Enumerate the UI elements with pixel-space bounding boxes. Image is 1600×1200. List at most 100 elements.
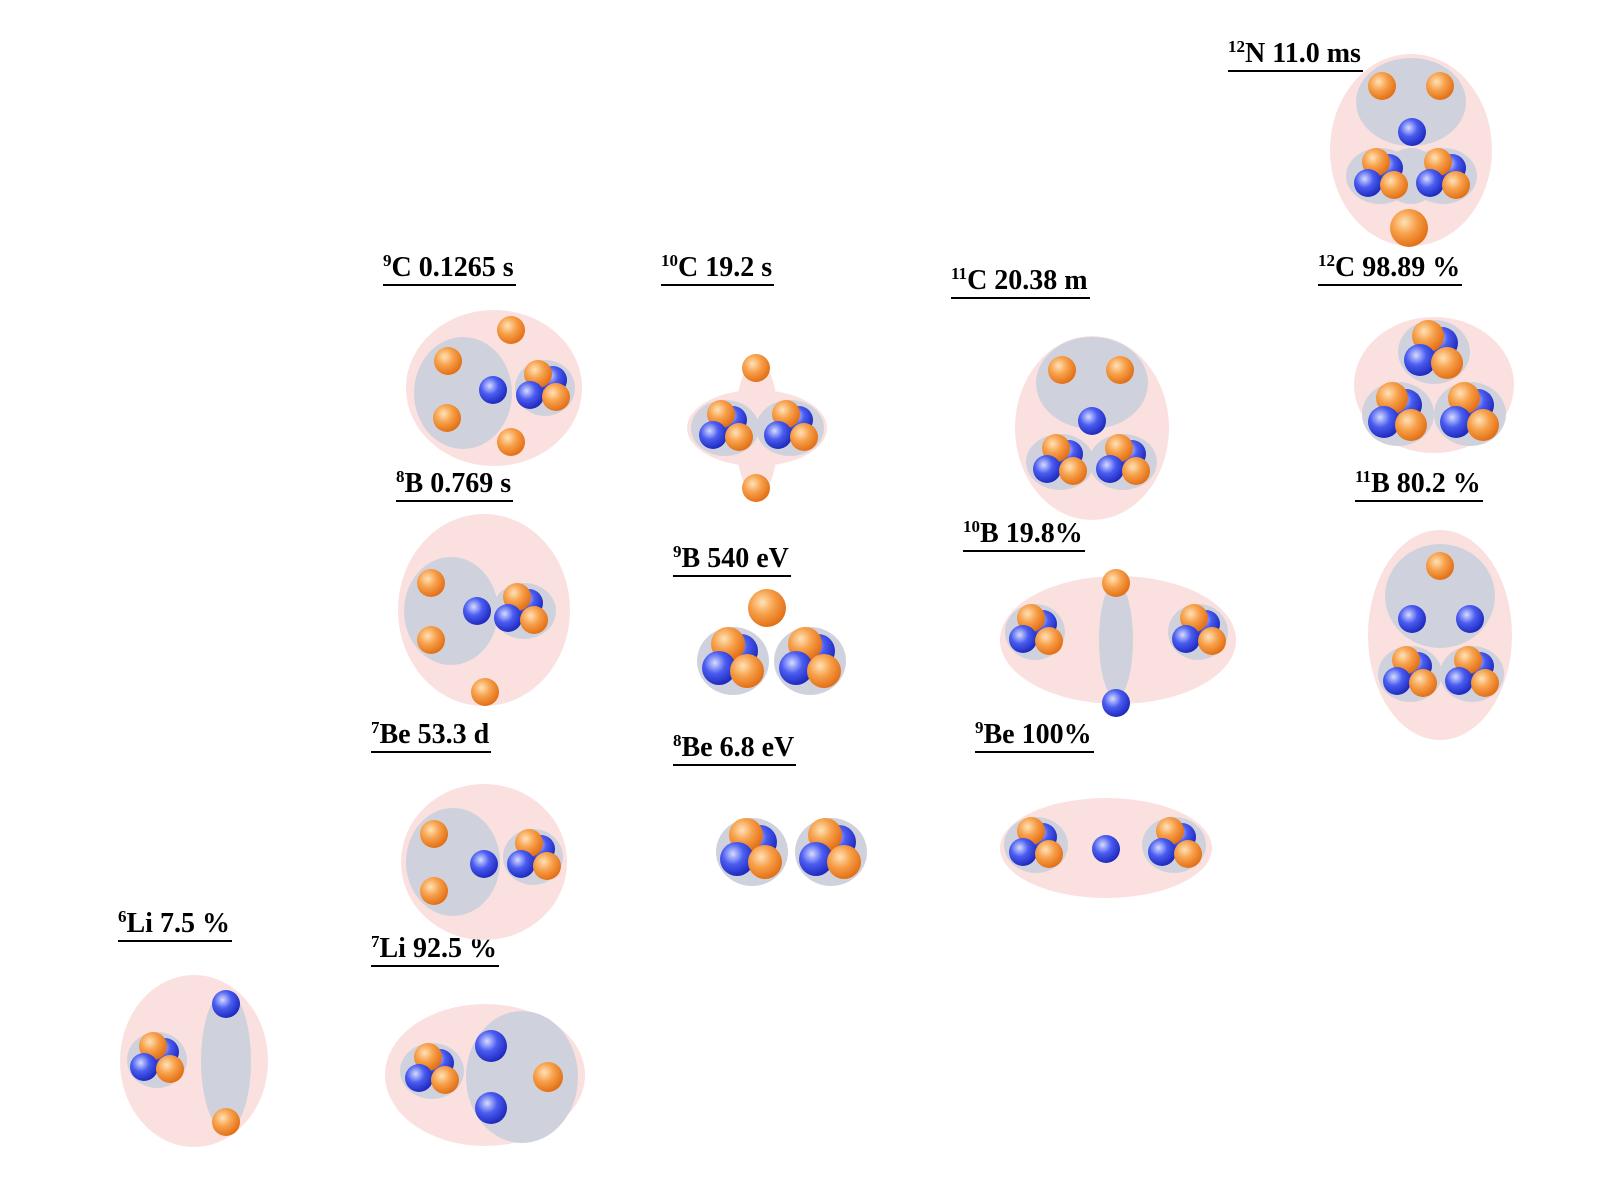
proton-icon (725, 423, 753, 451)
nucleus-c11 (1015, 336, 1169, 520)
nucleus-li7 (385, 1004, 585, 1146)
label-c11: 11C 20.38 m (951, 265, 1090, 299)
nucleus-be8 (716, 818, 867, 886)
proton-icon (1471, 669, 1499, 697)
nucleus-be7 (401, 784, 567, 940)
proton-icon (1362, 148, 1390, 176)
neutron-icon (479, 376, 507, 404)
nucleus-b11 (1368, 530, 1512, 740)
proton-icon (1017, 604, 1045, 632)
neutron-icon (764, 421, 792, 449)
neutron-icon (1078, 407, 1106, 435)
neutron-icon (699, 421, 727, 449)
proton-icon (1431, 347, 1463, 379)
label-c10: 10C 19.2 s (661, 252, 775, 286)
neutron-icon (470, 850, 498, 878)
nucleus-c10 (687, 354, 827, 502)
proton-icon (431, 1066, 459, 1094)
proton-icon (1102, 569, 1130, 597)
label-c9: 9C 0.1265 s (383, 252, 516, 286)
proton-icon (156, 1055, 184, 1083)
proton-icon (1048, 356, 1076, 384)
proton-icon (434, 347, 462, 375)
proton-icon (730, 654, 764, 688)
proton-icon (1395, 409, 1427, 441)
proton-icon (742, 474, 770, 502)
proton-icon (212, 1108, 240, 1136)
nucleus-be9 (1000, 798, 1212, 898)
neutron-icon (516, 381, 544, 409)
proton-icon (827, 845, 861, 879)
neutron-icon (1398, 605, 1426, 633)
proton-icon (1424, 148, 1452, 176)
proton-icon (772, 400, 800, 428)
neutron-icon (507, 850, 535, 878)
neutron-icon (1368, 406, 1400, 438)
nucleus-c9 (406, 310, 582, 466)
neutron-icon (475, 1030, 507, 1062)
proton-icon (1442, 171, 1470, 199)
proton-icon (139, 1032, 167, 1060)
neutron-icon (130, 1053, 158, 1081)
proton-icon (497, 316, 525, 344)
neutron-icon (1092, 835, 1120, 863)
proton-icon (1392, 646, 1420, 674)
proton-icon (420, 820, 448, 848)
proton-icon (1174, 840, 1202, 868)
neutron-icon (463, 597, 491, 625)
label-b9: 9B 540 eV (673, 543, 791, 577)
proton-icon (742, 354, 770, 382)
neutron-icon (1398, 118, 1426, 146)
neutron-icon (779, 651, 813, 685)
neutron-icon (1172, 625, 1200, 653)
proton-icon (420, 877, 448, 905)
neutron-icon (494, 604, 522, 632)
proton-icon (417, 626, 445, 654)
label-li6: 6Li 7.5 % (118, 908, 232, 942)
proton-icon (1454, 646, 1482, 674)
proton-icon (533, 852, 561, 880)
nucleus-c12 (1354, 317, 1514, 453)
nucleus-b10 (1000, 569, 1236, 717)
proton-icon (414, 1043, 442, 1071)
proton-icon (497, 428, 525, 456)
label-c12: 12C 98.89 % (1318, 252, 1463, 286)
label-n12: 12N 11.0 ms (1228, 38, 1363, 72)
proton-icon (1390, 209, 1428, 247)
proton-icon (471, 678, 499, 706)
label-b11: 11B 80.2 % (1355, 468, 1483, 502)
neutron-icon (475, 1092, 507, 1124)
proton-icon (1035, 627, 1063, 655)
label-b8: 8B 0.769 s (396, 468, 514, 502)
neutron-icon (1440, 406, 1472, 438)
label-li7: 7Li 92.5 % (371, 933, 499, 967)
neutron-icon (1354, 169, 1382, 197)
proton-icon (1156, 817, 1184, 845)
proton-icon (515, 829, 543, 857)
proton-icon (1426, 552, 1454, 580)
proton-icon (707, 400, 735, 428)
neutron-icon (212, 990, 240, 1018)
proton-icon (748, 589, 786, 627)
proton-icon (748, 845, 782, 879)
label-be7: 7Be 53.3 d (371, 719, 492, 753)
proton-icon (1105, 434, 1133, 462)
proton-icon (1042, 434, 1070, 462)
neutron-icon (1416, 169, 1444, 197)
proton-icon (807, 654, 841, 688)
neutron-icon (1102, 689, 1130, 717)
neutron-icon (799, 842, 833, 876)
proton-icon (417, 569, 445, 597)
neutron-icon (720, 842, 754, 876)
proton-icon (433, 404, 461, 432)
proton-icon (524, 360, 552, 388)
neutron-icon (1404, 344, 1436, 376)
proton-icon (1198, 627, 1226, 655)
proton-icon (503, 583, 531, 611)
neutron-icon (702, 651, 736, 685)
label-be8: 8Be 6.8 eV (673, 732, 797, 766)
proton-icon (1035, 840, 1063, 868)
neutron-icon (1009, 625, 1037, 653)
neutron-icon (405, 1064, 433, 1092)
